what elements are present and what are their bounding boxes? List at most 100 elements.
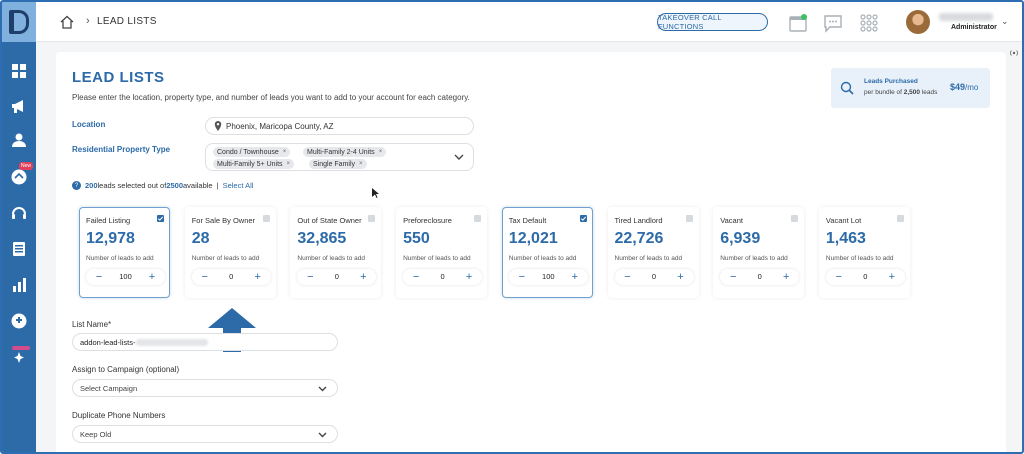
- lead-tile-vacant[interactable]: Vacant 6,939 Number of leads to add − 0 +: [713, 207, 805, 298]
- tile-hint: Number of leads to add: [614, 255, 683, 262]
- tile-lead-count: 12,978: [86, 230, 135, 247]
- quantity-value[interactable]: 0: [651, 272, 657, 281]
- lead-tile-out-of-state-owner[interactable]: Out of State Owner 32,865 Number of leads …: [290, 207, 382, 298]
- apps-grid-icon[interactable]: [859, 13, 879, 33]
- tile-name: Tired Landlord: [614, 216, 663, 225]
- increment-button[interactable]: +: [571, 271, 579, 283]
- quantity-value[interactable]: 0: [863, 272, 868, 281]
- tile-checkbox[interactable]: [368, 215, 376, 222]
- sidebar: New: [2, 2, 36, 452]
- user-menu-chevron-icon[interactable]: ⌄: [1001, 16, 1009, 26]
- tile-checkbox[interactable]: [262, 215, 270, 222]
- location-label: Location: [72, 120, 106, 129]
- selection-summary: ? 200 leads selected out of 2500 availab…: [72, 181, 253, 190]
- chip-remove-icon[interactable]: ×: [378, 149, 383, 155]
- dashboard-icon[interactable]: [2, 58, 36, 84]
- decrement-button[interactable]: −: [624, 271, 631, 283]
- tile-hint: Number of leads to add: [403, 255, 471, 262]
- chat-icon[interactable]: [823, 13, 843, 33]
- lead-tile-vacant-lot[interactable]: Vacant Lot 1,463 Number of leads to add − 0 +: [818, 207, 910, 298]
- decrement-button[interactable]: −: [201, 271, 208, 283]
- chip-remove-icon[interactable]: ×: [282, 149, 287, 155]
- lead-tile-preforeclosure[interactable]: Preforeclosure 550 Number of leads to add −…: [396, 207, 488, 298]
- decrement-button[interactable]: −: [835, 271, 843, 283]
- home-icon[interactable]: [60, 15, 74, 29]
- property-type-select[interactable]: Condo / Townhouse × Multi-Family 2-4 Unit…: [205, 143, 474, 171]
- search-icon: [840, 81, 854, 95]
- decrement-button[interactable]: −: [729, 271, 737, 283]
- tile-checkbox[interactable]: [791, 215, 799, 222]
- campaign-select[interactable]: Select Campaign: [72, 379, 338, 397]
- tile-hint: Number of leads to add: [191, 255, 260, 262]
- location-input[interactable]: Phoenix, Maricopa County, AZ: [205, 117, 474, 135]
- quantity-stepper: − 100 +: [508, 269, 588, 285]
- app-logo[interactable]: [2, 2, 36, 42]
- chip-remove-icon[interactable]: ×: [286, 161, 291, 167]
- tile-checkbox[interactable]: [685, 215, 693, 222]
- lead-tile-failed-listing[interactable]: Failed Listing 12,978 Number of leads to a…: [79, 207, 170, 298]
- lead-tile-tax-default[interactable]: Tax Default 12,021 Number of leads to add −…: [501, 207, 593, 298]
- user-avatar[interactable]: [906, 10, 930, 34]
- quantity-value[interactable]: 100: [542, 272, 555, 281]
- quantity-value[interactable]: 0: [757, 272, 762, 281]
- tile-checkbox[interactable]: [896, 215, 904, 222]
- chevron-down-icon: [318, 432, 327, 438]
- top-bar: › LEAD LISTS TAKEOVER CALL FUNCTIONS Adm…: [36, 2, 1022, 42]
- user-name-redacted: [939, 13, 993, 21]
- duplicate-phone-select[interactable]: Keep Old: [72, 425, 338, 443]
- list-icon[interactable]: [2, 236, 36, 262]
- leads-purchased-box: Leads Purchased per bundle of 2,500 lead…: [831, 68, 990, 108]
- integrations-icon[interactable]: [2, 308, 36, 334]
- decrement-button[interactable]: −: [307, 271, 314, 283]
- reports-icon[interactable]: [2, 272, 36, 298]
- help-icon[interactable]: ?: [72, 181, 81, 190]
- quantity-stepper: − 0 +: [403, 269, 483, 285]
- quantity-value[interactable]: 0: [229, 272, 234, 281]
- headset-icon[interactable]: [2, 200, 36, 226]
- increment-button[interactable]: +: [254, 271, 261, 283]
- decrement-button[interactable]: −: [95, 271, 103, 283]
- tile-lead-count: 32,865: [297, 230, 347, 247]
- lead-tile-tired-landlord[interactable]: Tired Landlord 22,726 Number of leads to a…: [607, 207, 699, 298]
- campaign-label: Assign to Campaign (optional): [72, 365, 180, 374]
- quantity-value[interactable]: 0: [440, 272, 445, 281]
- list-name-input[interactable]: addon-lead-lists-: [72, 333, 338, 351]
- decrement-button[interactable]: −: [412, 271, 420, 283]
- increment-button[interactable]: +: [677, 271, 684, 283]
- sparkle-icon[interactable]: [2, 344, 36, 370]
- tile-hint: Number of leads to add: [825, 255, 894, 262]
- quantity-value[interactable]: 100: [119, 272, 132, 281]
- tile-checkbox[interactable]: [157, 215, 164, 222]
- tile-name: Out of State Owner: [297, 216, 362, 225]
- contacts-icon[interactable]: [2, 127, 36, 153]
- chevron-down-icon: [318, 386, 327, 392]
- tile-lead-count: 6,939: [720, 230, 761, 247]
- breadcrumb-chevron-icon: ›: [86, 15, 90, 27]
- user-role: Administrator: [951, 24, 997, 31]
- increment-button[interactable]: +: [360, 271, 367, 283]
- dialer-icon[interactable]: New: [2, 162, 36, 190]
- increment-button[interactable]: +: [888, 271, 896, 283]
- quantity-stepper: − 0 +: [720, 269, 800, 285]
- tile-name: For Sale By Owner: [191, 216, 256, 225]
- lead-tile-for-sale-by-owner[interactable]: For Sale By Owner 28 Number of leads to ad…: [184, 207, 276, 298]
- quantity-value[interactable]: 0: [334, 272, 339, 281]
- calendar-icon[interactable]: [788, 13, 808, 33]
- lead-lists-card: LEAD LISTS Please enter the location, pr…: [56, 52, 1006, 452]
- chevron-down-icon[interactable]: [454, 152, 464, 162]
- duplicate-phone-label: Duplicate Phone Numbers: [72, 411, 166, 420]
- tile-checkbox[interactable]: [474, 215, 482, 222]
- chip-remove-icon[interactable]: ×: [359, 161, 363, 167]
- select-all-link[interactable]: Select All: [222, 181, 254, 190]
- quantity-stepper: − 100 +: [86, 269, 165, 285]
- increment-button[interactable]: +: [782, 271, 790, 283]
- increment-button[interactable]: +: [148, 271, 156, 283]
- broadcast-icon: [1010, 50, 1018, 56]
- increment-button[interactable]: +: [465, 271, 473, 283]
- mouse-cursor-icon: [372, 188, 379, 198]
- leads-purchased-subtitle: per bundle of 2,500 leads: [864, 89, 938, 96]
- megaphone-icon[interactable]: [2, 93, 36, 119]
- takeover-call-functions-button[interactable]: TAKEOVER CALL FUNCTIONS: [657, 13, 768, 31]
- decrement-button[interactable]: −: [518, 271, 526, 283]
- tile-checkbox[interactable]: [579, 215, 587, 222]
